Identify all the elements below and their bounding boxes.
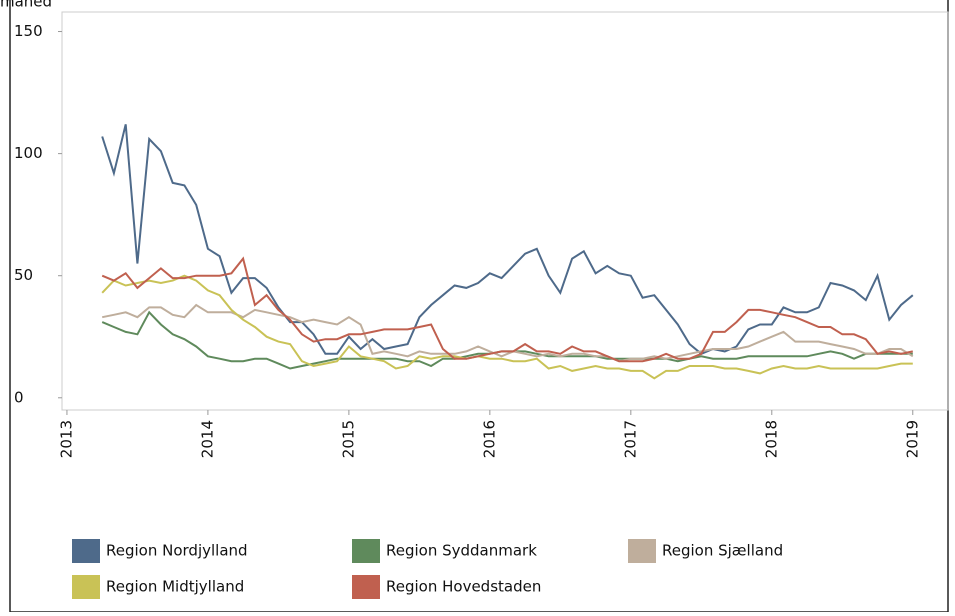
series-line xyxy=(101,124,914,355)
x-tick-label: 2015 xyxy=(339,420,357,458)
legend-label: Region Hovedstaden xyxy=(386,578,541,596)
x-tick-label: 2014 xyxy=(198,420,216,458)
legend-label: Region Syddanmark xyxy=(386,542,537,560)
y-tick-label: 150 xyxy=(14,22,43,40)
legend-label: Region Midtjylland xyxy=(106,578,244,596)
x-tick-label: 2016 xyxy=(480,420,498,458)
legend-swatch xyxy=(352,539,380,563)
series-line xyxy=(101,256,913,363)
x-tick-label: 2018 xyxy=(762,420,780,458)
x-tick-label: 2017 xyxy=(621,420,639,458)
x-tick-label: 2019 xyxy=(903,420,921,458)
legend-swatch xyxy=(628,539,656,563)
legend-swatch xyxy=(72,575,100,599)
series-line xyxy=(101,274,913,380)
y-tick-label: 50 xyxy=(14,266,33,284)
legend-label: Region Sjælland xyxy=(662,542,783,560)
y-tick-label: 100 xyxy=(14,144,43,162)
legend-label: Region Nordjylland xyxy=(106,542,248,560)
y-axis-title: måned xyxy=(0,0,52,11)
plot-frame xyxy=(61,11,949,411)
legend-swatch xyxy=(72,539,100,563)
legend-swatch xyxy=(352,575,380,599)
x-tick-label: 2013 xyxy=(57,420,75,458)
y-tick-label: 0 xyxy=(14,388,24,406)
outer-frame xyxy=(9,0,949,613)
